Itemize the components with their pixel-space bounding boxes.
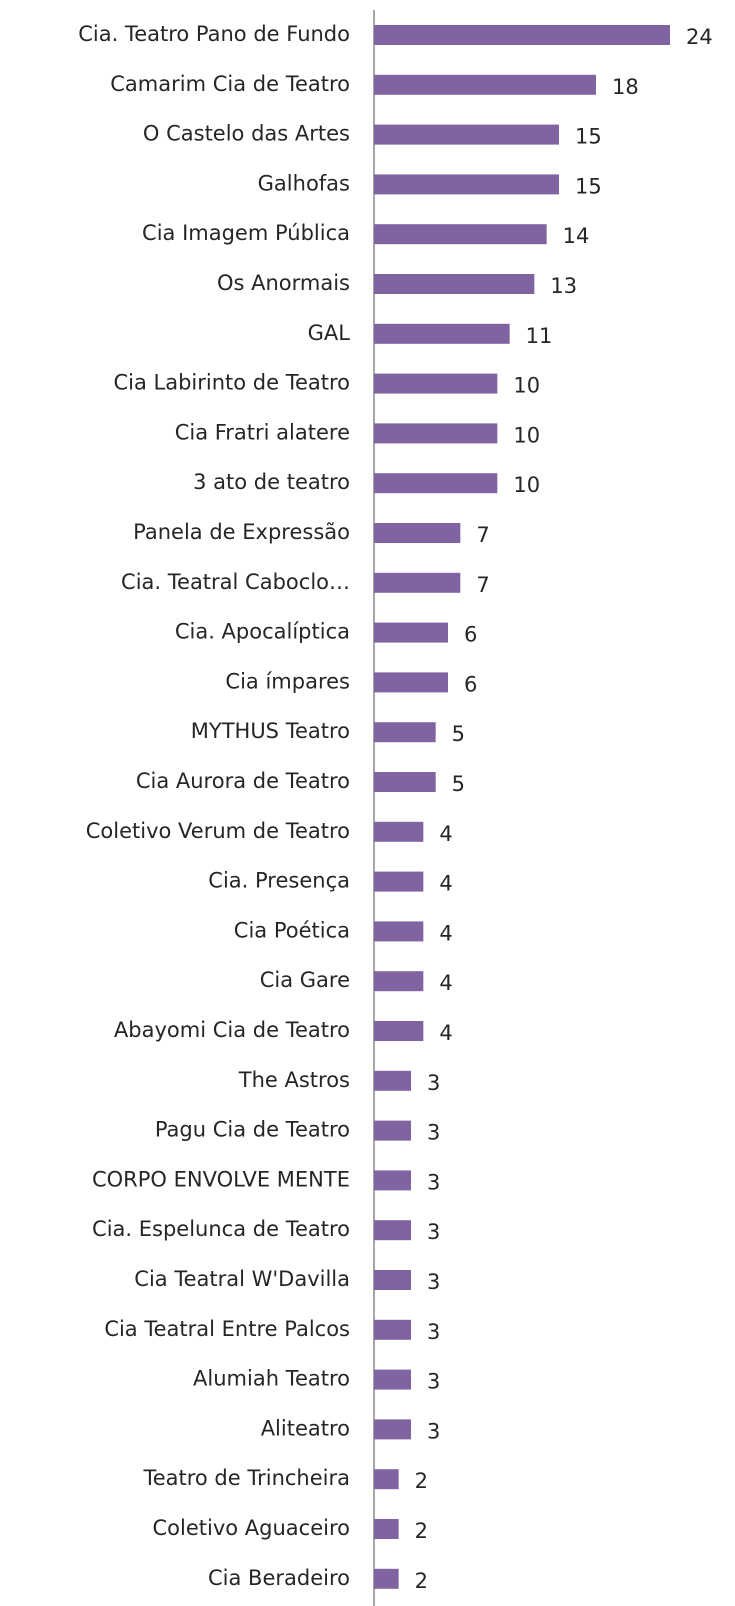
category-label: Galhofas bbox=[258, 171, 350, 195]
value-label: 10 bbox=[513, 374, 540, 398]
bar bbox=[374, 224, 547, 245]
value-label: 3 bbox=[427, 1320, 440, 1344]
category-label: Cia. Teatro Pano de Fundo bbox=[78, 22, 350, 46]
value-label: 10 bbox=[513, 423, 540, 447]
value-label: 7 bbox=[476, 523, 489, 547]
value-label: 6 bbox=[464, 672, 477, 696]
value-label: 10 bbox=[513, 473, 540, 497]
category-label: Panela de Expressão bbox=[133, 520, 350, 544]
category-label: Cia Beradeiro bbox=[208, 1566, 350, 1590]
bar bbox=[374, 1469, 399, 1490]
category-label: Cia ímpares bbox=[225, 669, 350, 693]
bar bbox=[374, 473, 498, 494]
value-label: 5 bbox=[452, 722, 465, 746]
bar bbox=[374, 971, 424, 992]
bar bbox=[374, 373, 498, 394]
bar bbox=[374, 25, 670, 45]
category-label: Coletivo Verum de Teatro bbox=[86, 819, 350, 843]
bar bbox=[374, 871, 424, 892]
category-label: The Astros bbox=[238, 1068, 350, 1092]
bar bbox=[374, 1419, 411, 1440]
bar bbox=[374, 921, 424, 942]
category-label: Cia Fratri alatere bbox=[175, 420, 350, 444]
bar bbox=[374, 1270, 411, 1290]
category-label: Cia Gare bbox=[260, 968, 350, 992]
value-label: 15 bbox=[575, 174, 602, 198]
category-label: Os Anormais bbox=[217, 271, 350, 295]
bar bbox=[374, 772, 436, 792]
category-label: Pagu Cia de Teatro bbox=[155, 1118, 350, 1142]
category-label: Teatro de Trincheira bbox=[142, 1466, 350, 1490]
category-label: Cia Imagem Pública bbox=[142, 221, 350, 245]
value-label: 11 bbox=[526, 324, 553, 348]
bar bbox=[374, 622, 448, 643]
value-label: 5 bbox=[452, 772, 465, 796]
bar bbox=[374, 821, 424, 842]
category-label: Cia Teatral W'Davilla bbox=[134, 1267, 350, 1291]
value-label: 7 bbox=[476, 573, 489, 597]
value-label: 4 bbox=[439, 1021, 452, 1045]
category-label: 3 ato de teatro bbox=[193, 470, 350, 494]
bar bbox=[374, 174, 559, 195]
bar bbox=[374, 74, 596, 95]
value-label: 24 bbox=[686, 25, 713, 49]
category-label: Camarim Cia de Teatro bbox=[110, 72, 350, 96]
value-label: 3 bbox=[427, 1071, 440, 1095]
category-label: Alumiah Teatro bbox=[193, 1367, 350, 1391]
category-label: Cia Poética bbox=[234, 918, 350, 942]
bar bbox=[374, 722, 436, 743]
bar bbox=[374, 1568, 399, 1589]
value-label: 13 bbox=[550, 274, 577, 298]
category-label: O Castelo das Artes bbox=[143, 122, 350, 146]
category-label: Coletivo Aguaceiro bbox=[153, 1516, 350, 1540]
value-label: 4 bbox=[439, 971, 452, 995]
category-label: Aliteatro bbox=[261, 1416, 350, 1440]
value-label: 2 bbox=[415, 1469, 428, 1493]
bar bbox=[374, 572, 461, 593]
bar bbox=[374, 1519, 399, 1539]
value-label: 6 bbox=[464, 623, 477, 647]
category-label: Cia. Espelunca de Teatro bbox=[92, 1217, 350, 1241]
category-label: Cia. Apocalíptica bbox=[175, 620, 350, 644]
bar bbox=[374, 1021, 424, 1041]
category-label: Cia Aurora de Teatro bbox=[136, 769, 350, 793]
bar bbox=[374, 1369, 411, 1390]
value-label: 3 bbox=[427, 1419, 440, 1443]
category-label: MYTHUS Teatro bbox=[191, 719, 350, 743]
value-label: 3 bbox=[427, 1121, 440, 1145]
value-label: 14 bbox=[563, 224, 590, 248]
bar bbox=[374, 1120, 411, 1141]
bar bbox=[374, 274, 535, 294]
bar bbox=[374, 1170, 411, 1191]
bar bbox=[374, 1070, 411, 1091]
value-label: 4 bbox=[439, 872, 452, 896]
category-label: GAL bbox=[308, 321, 351, 345]
value-label: 3 bbox=[427, 1220, 440, 1244]
category-label: Cia Teatral Entre Palcos bbox=[104, 1317, 350, 1341]
value-label: 15 bbox=[575, 125, 602, 149]
bar bbox=[374, 423, 498, 444]
bar bbox=[374, 1220, 411, 1241]
value-label: 3 bbox=[427, 1370, 440, 1394]
category-label: Cia Labirinto de Teatro bbox=[113, 371, 350, 395]
category-label: Abayomi Cia de Teatro bbox=[114, 1018, 350, 1042]
category-label: Cia. Presença bbox=[208, 869, 350, 893]
value-label: 18 bbox=[612, 75, 639, 99]
value-label: 4 bbox=[439, 822, 452, 846]
value-label: 2 bbox=[415, 1519, 428, 1543]
bar bbox=[374, 323, 510, 344]
category-label: Cia. Teatral Caboclo… bbox=[121, 570, 350, 594]
value-label: 3 bbox=[427, 1270, 440, 1294]
bar bbox=[374, 672, 448, 693]
value-label: 2 bbox=[415, 1569, 428, 1593]
bar bbox=[374, 523, 461, 543]
value-label: 3 bbox=[427, 1170, 440, 1194]
bar bbox=[374, 124, 559, 145]
bar bbox=[374, 1319, 411, 1340]
category-label: CORPO ENVOLVE MENTE bbox=[92, 1167, 350, 1191]
value-label: 4 bbox=[439, 921, 452, 945]
